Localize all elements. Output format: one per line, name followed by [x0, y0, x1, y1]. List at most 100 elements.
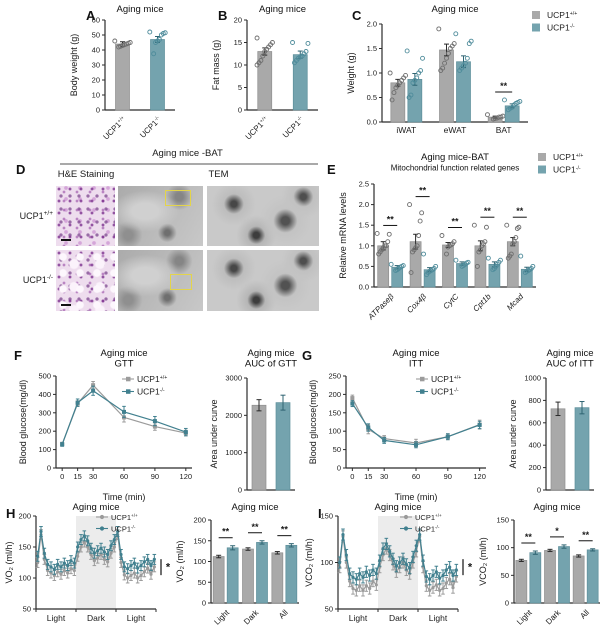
panel-letter-a: A: [86, 8, 96, 23]
svg-text:ATPaseβ: ATPaseβ: [366, 292, 396, 322]
svg-text:Aging mice: Aging mice: [232, 502, 279, 513]
svg-text:100: 100: [320, 558, 333, 567]
svg-text:400: 400: [528, 441, 541, 450]
svg-text:150: 150: [328, 408, 341, 417]
panel-letter-i: I: [318, 506, 322, 521]
svg-text:UCP1+/+: UCP1+/+: [553, 152, 583, 162]
svg-text:1000: 1000: [225, 448, 242, 457]
svg-text:0: 0: [238, 106, 242, 115]
svg-text:400: 400: [38, 390, 51, 399]
svg-text:*: *: [166, 562, 170, 574]
svg-text:UCP1+/+: UCP1+/+: [111, 513, 138, 522]
tem-zoom-wt: [207, 186, 319, 246]
svg-text:UCP1-/-: UCP1-/-: [281, 115, 306, 140]
svg-text:10: 10: [92, 91, 100, 100]
svg-text:UCP1-/-: UCP1-/-: [137, 387, 165, 397]
svg-text:30: 30: [380, 472, 388, 481]
svg-text:0: 0: [238, 486, 242, 495]
svg-text:100: 100: [328, 427, 341, 436]
svg-text:100: 100: [38, 445, 51, 454]
scale-bar: [61, 239, 71, 241]
svg-text:Time (min): Time (min): [103, 492, 146, 502]
panel-d-row2-label: UCP1-/-: [22, 274, 53, 285]
svg-text:50: 50: [501, 571, 509, 580]
svg-text:UCP1+/+: UCP1+/+: [415, 513, 442, 522]
svg-text:0: 0: [537, 486, 541, 495]
svg-text:200: 200: [193, 516, 206, 525]
svg-text:*: *: [468, 562, 472, 574]
svg-text:**: **: [419, 186, 427, 196]
panel-letter-b: B: [218, 8, 228, 23]
svg-text:UCP1-/-: UCP1-/-: [553, 165, 581, 175]
svg-text:Aging mice: Aging mice: [547, 348, 594, 359]
svg-text:200: 200: [38, 427, 51, 436]
tissue-weight-chart: Aging mice 0.0 0.5 1.0 1.5 2.0 Weight (g) iWAT e…: [340, 2, 606, 145]
svg-text:20: 20: [234, 16, 242, 25]
svg-text:600: 600: [528, 418, 541, 427]
svg-text:Cox4β: Cox4β: [405, 292, 428, 315]
svg-text:Body weight (g): Body weight (g): [69, 34, 79, 97]
svg-text:Light: Light: [515, 608, 534, 627]
tem-zoom-ko: [207, 250, 319, 311]
svg-text:1.5: 1.5: [367, 44, 377, 53]
svg-text:**: **: [525, 532, 533, 542]
svg-text:200: 200: [328, 390, 341, 399]
svg-text:5: 5: [238, 83, 242, 92]
panel-letter-d: D: [16, 162, 26, 177]
svg-text:UCP1-/-: UCP1-/-: [547, 23, 575, 33]
svg-text:2.0: 2.0: [367, 20, 377, 29]
svg-text:10: 10: [234, 61, 242, 70]
panel-letter-f: F: [14, 348, 22, 363]
svg-text:Area under curve: Area under curve: [209, 399, 219, 468]
svg-text:120: 120: [180, 472, 193, 481]
svg-text:60: 60: [412, 472, 420, 481]
svg-text:*: *: [555, 526, 559, 536]
svg-text:**: **: [222, 527, 230, 537]
svg-text:Aging mice: Aging mice: [73, 502, 120, 513]
svg-text:Mitochondrial function related: Mitochondrial function related genes: [391, 164, 520, 173]
svg-text:Light: Light: [212, 608, 231, 627]
svg-text:VCO₂ (ml/h): VCO₂ (ml/h): [478, 537, 488, 586]
body-weight-chart: Aging mice 0 10 20 30 40 50 60 Body weight (g) UC…: [55, 2, 185, 145]
svg-text:200: 200: [18, 512, 31, 521]
svg-text:60: 60: [92, 16, 100, 25]
svg-text:VCO₂ (ml/h): VCO₂ (ml/h): [304, 538, 314, 587]
svg-text:Blood glucose(mg/dl): Blood glucose(mg/dl): [308, 380, 318, 465]
svg-text:0: 0: [350, 472, 354, 481]
svg-text:**: **: [281, 525, 289, 535]
svg-text:Light: Light: [47, 613, 66, 623]
vco2-bar-chart: Aging mice 0 50 100 150 VCO₂ (ml/h) ** Light * Da…: [478, 500, 604, 631]
svg-text:Relative mRNA levels: Relative mRNA levels: [338, 192, 348, 279]
svg-text:120: 120: [473, 472, 486, 481]
svg-text:Dark: Dark: [389, 613, 408, 623]
svg-text:Time (min): Time (min): [395, 492, 438, 502]
svg-text:Fat mass (g): Fat mass (g): [211, 40, 221, 91]
svg-text:**: **: [484, 206, 492, 216]
svg-text:Aging mice-BAT: Aging mice-BAT: [421, 152, 489, 163]
svg-text:150: 150: [193, 536, 206, 545]
svg-text:Aging mice: Aging mice: [393, 348, 440, 359]
svg-text:0: 0: [337, 464, 341, 473]
svg-text:0.5: 0.5: [367, 93, 377, 102]
svg-text:90: 90: [151, 472, 159, 481]
svg-text:500: 500: [38, 372, 51, 381]
svg-text:Dark: Dark: [242, 607, 261, 626]
svg-text:Aging mice: Aging mice: [259, 4, 306, 15]
svg-text:Area under curve: Area under curve: [508, 399, 518, 468]
svg-text:eWAT: eWAT: [444, 125, 467, 135]
svg-text:UCP1-/-: UCP1-/-: [431, 387, 459, 397]
vo2-line-chart: Aging mice 50 100 150 200 VO₂ (ml/h) Light Dark…: [2, 500, 171, 631]
svg-text:VO₂ (ml/h): VO₂ (ml/h): [4, 542, 14, 584]
svg-text:Cpt1b: Cpt1b: [471, 292, 493, 314]
svg-text:AUC of GTT: AUC of GTT: [245, 359, 297, 370]
he-image-ko: [56, 250, 115, 311]
svg-text:30: 30: [89, 472, 97, 481]
panel-d-header: Aging mice -BAT: [152, 148, 223, 159]
svg-text:800: 800: [528, 396, 541, 405]
itt-auc-chart: Aging mice AUC of ITT 0 200 400 600 800 1000 Are…: [502, 346, 602, 509]
vco2-line-chart: Aging mice 50 100 150 VCO₂ (ml/h) Light Dark Li…: [300, 500, 473, 631]
svg-text:1.0: 1.0: [367, 69, 377, 78]
svg-text:Aging mice: Aging mice: [375, 502, 422, 513]
svg-text:Aging mice: Aging mice: [101, 348, 148, 359]
svg-text:0.0: 0.0: [367, 118, 377, 127]
